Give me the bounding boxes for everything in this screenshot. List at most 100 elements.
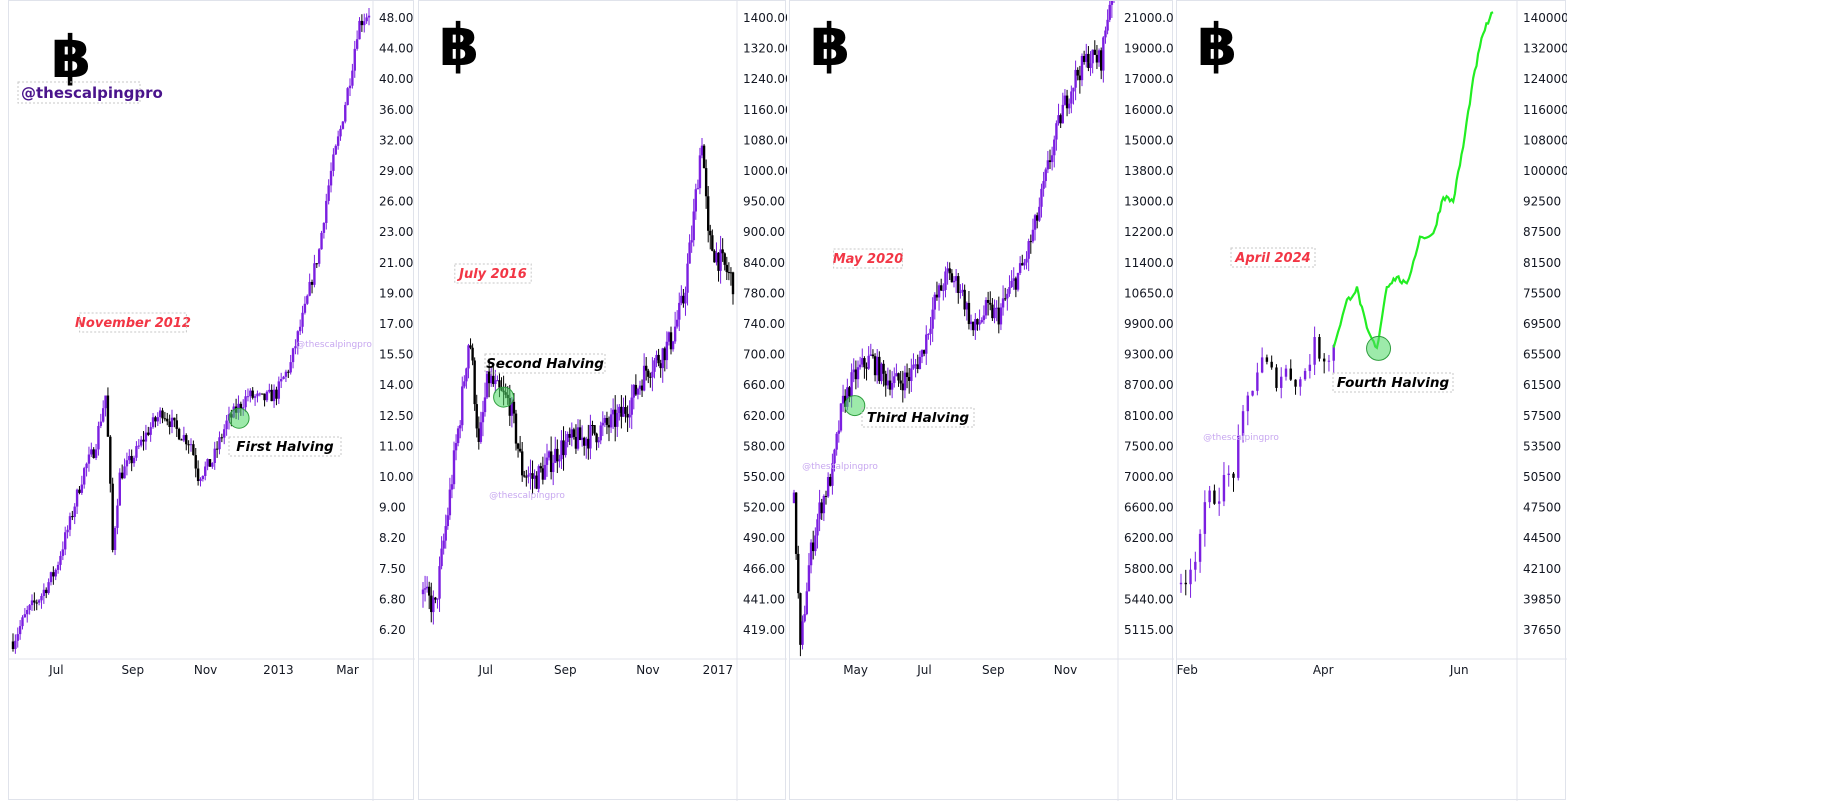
candle-body xyxy=(967,302,971,325)
candle-body xyxy=(1237,435,1240,478)
candle-body xyxy=(104,395,107,409)
candle-body xyxy=(1063,95,1067,105)
candle-body xyxy=(876,356,879,376)
candle-body xyxy=(698,155,702,189)
candle-body xyxy=(192,444,195,456)
candle-body xyxy=(547,451,551,458)
chart-panel-3: 21000.00 19000.00 17000.00 16000.00 15000.00… xyxy=(789,0,1174,801)
candle-body xyxy=(882,363,885,374)
candle-body xyxy=(1184,582,1187,585)
candle-body xyxy=(1046,160,1050,170)
candles xyxy=(11,7,371,654)
candle-body xyxy=(477,428,480,442)
candle-body xyxy=(888,380,892,390)
candle-body xyxy=(180,439,183,441)
candle-body xyxy=(957,276,960,293)
y-tick-label: 7500.00 xyxy=(1124,439,1174,453)
candle-body xyxy=(989,302,992,305)
candle-body xyxy=(605,417,609,425)
period-title-box xyxy=(79,312,187,333)
candle-body xyxy=(246,396,250,398)
candle-body xyxy=(946,268,949,272)
chart-panel-2: 1400.00 1320.00 1240.00 1160.00 1080.00 1000.… xyxy=(418,0,787,801)
candle-body xyxy=(1078,75,1082,81)
candle-body xyxy=(1246,395,1250,412)
candle-body xyxy=(905,372,909,377)
candle-body xyxy=(861,358,864,365)
candle-body xyxy=(194,455,197,469)
candle-body xyxy=(961,289,964,292)
y-tick-label: 32.00 xyxy=(379,133,413,147)
candle-body xyxy=(251,390,254,398)
candle-body xyxy=(927,333,930,335)
candle-body xyxy=(622,407,625,417)
candle-body xyxy=(568,433,571,438)
candle-body xyxy=(1270,361,1273,368)
candle-body xyxy=(937,285,941,298)
candle-body xyxy=(659,363,662,369)
candle-body xyxy=(199,479,202,482)
candle-body xyxy=(21,617,24,627)
candle-body xyxy=(523,475,526,477)
candle-body xyxy=(1208,490,1211,503)
y-tick-label: 17.00 xyxy=(379,317,413,331)
candle-body xyxy=(1241,411,1245,436)
candle-body xyxy=(365,17,368,22)
candle-body xyxy=(576,427,580,449)
candle-body xyxy=(1029,241,1032,243)
y-tick-label: 53500 xyxy=(1523,439,1561,453)
candle-body xyxy=(856,367,860,380)
candle-body xyxy=(1038,206,1041,221)
candle-body xyxy=(90,449,93,455)
candle-body xyxy=(1055,123,1058,140)
candle-body xyxy=(344,104,347,122)
candle-body xyxy=(128,455,131,461)
candle-body xyxy=(208,459,212,467)
candle-body xyxy=(1042,181,1045,189)
candle-body xyxy=(1289,368,1292,380)
candle-body xyxy=(166,418,169,422)
candle-body xyxy=(320,232,323,250)
candle-body xyxy=(995,307,998,309)
candle-body xyxy=(607,424,611,428)
candle-body xyxy=(132,457,136,464)
y-tick-label: 550.00 xyxy=(743,470,785,484)
candle-body xyxy=(1313,337,1316,365)
candles xyxy=(421,138,735,625)
candle-body xyxy=(1044,169,1047,182)
candle-body xyxy=(425,586,429,589)
candle-body xyxy=(657,354,660,364)
candle-body xyxy=(485,371,489,398)
candle-body xyxy=(351,70,354,86)
y-tick-label: 13800.00 xyxy=(1124,164,1174,178)
candle-body xyxy=(545,457,549,465)
candle-body xyxy=(1023,262,1026,266)
y-tick-label: 11.00 xyxy=(379,439,413,453)
candle-body xyxy=(496,380,499,382)
candle-body xyxy=(707,196,710,231)
candle-body xyxy=(211,462,214,467)
candle-body xyxy=(1048,160,1052,163)
candle-body xyxy=(899,380,902,384)
y-tick-label: 6.80 xyxy=(379,592,406,606)
y-tick-label: 6.20 xyxy=(379,623,406,637)
candle-body xyxy=(469,345,472,348)
candle-body xyxy=(556,448,559,462)
candle-body xyxy=(895,373,898,377)
candle-body xyxy=(325,200,328,223)
candle-body xyxy=(940,285,943,291)
candle-body xyxy=(1065,95,1069,109)
candle-body xyxy=(624,407,627,414)
candle-body xyxy=(436,598,439,600)
candle-body xyxy=(258,393,262,395)
candle-body xyxy=(1217,501,1221,504)
y-tick-label: 29.00 xyxy=(379,164,413,178)
candle-body xyxy=(686,263,689,293)
candle-body xyxy=(120,472,124,479)
y-tick-label: 9900.00 xyxy=(1124,317,1174,331)
candle-body xyxy=(869,354,872,356)
x-tick-label: May xyxy=(843,663,868,677)
candle-body xyxy=(494,380,497,385)
candle-body xyxy=(914,364,917,366)
